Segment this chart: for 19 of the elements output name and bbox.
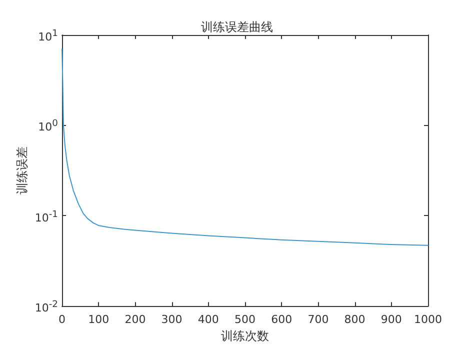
x-tick-label: 100 (88, 313, 110, 326)
y-tick-label: 10$^{1}$ (38, 27, 58, 45)
x-tick-label: 500 (234, 313, 256, 326)
x-tick-label: 200 (124, 313, 146, 326)
x-tick-label: 1000 (414, 313, 442, 326)
x-tick-label: 0 (58, 313, 66, 326)
x-tick-label: 600 (271, 313, 292, 326)
chart-title: 训练误差曲线 (201, 20, 273, 34)
line-series (62, 48, 428, 246)
y-axis-title: 训练误差 (15, 146, 29, 195)
x-tick-label: 300 (161, 313, 182, 326)
x-tick-label: 800 (344, 313, 366, 326)
y-tick-label: 10$^{-2}$ (34, 298, 58, 316)
x-axis-title: 训练次数 (221, 329, 269, 343)
y-tick-label: 10$^{0}$ (38, 117, 58, 136)
x-tick-label: 900 (380, 313, 402, 326)
x-tick-label: 700 (308, 313, 329, 326)
x-tick-label: 400 (198, 313, 219, 326)
y-tick-label: 10$^{-1}$ (34, 208, 58, 226)
